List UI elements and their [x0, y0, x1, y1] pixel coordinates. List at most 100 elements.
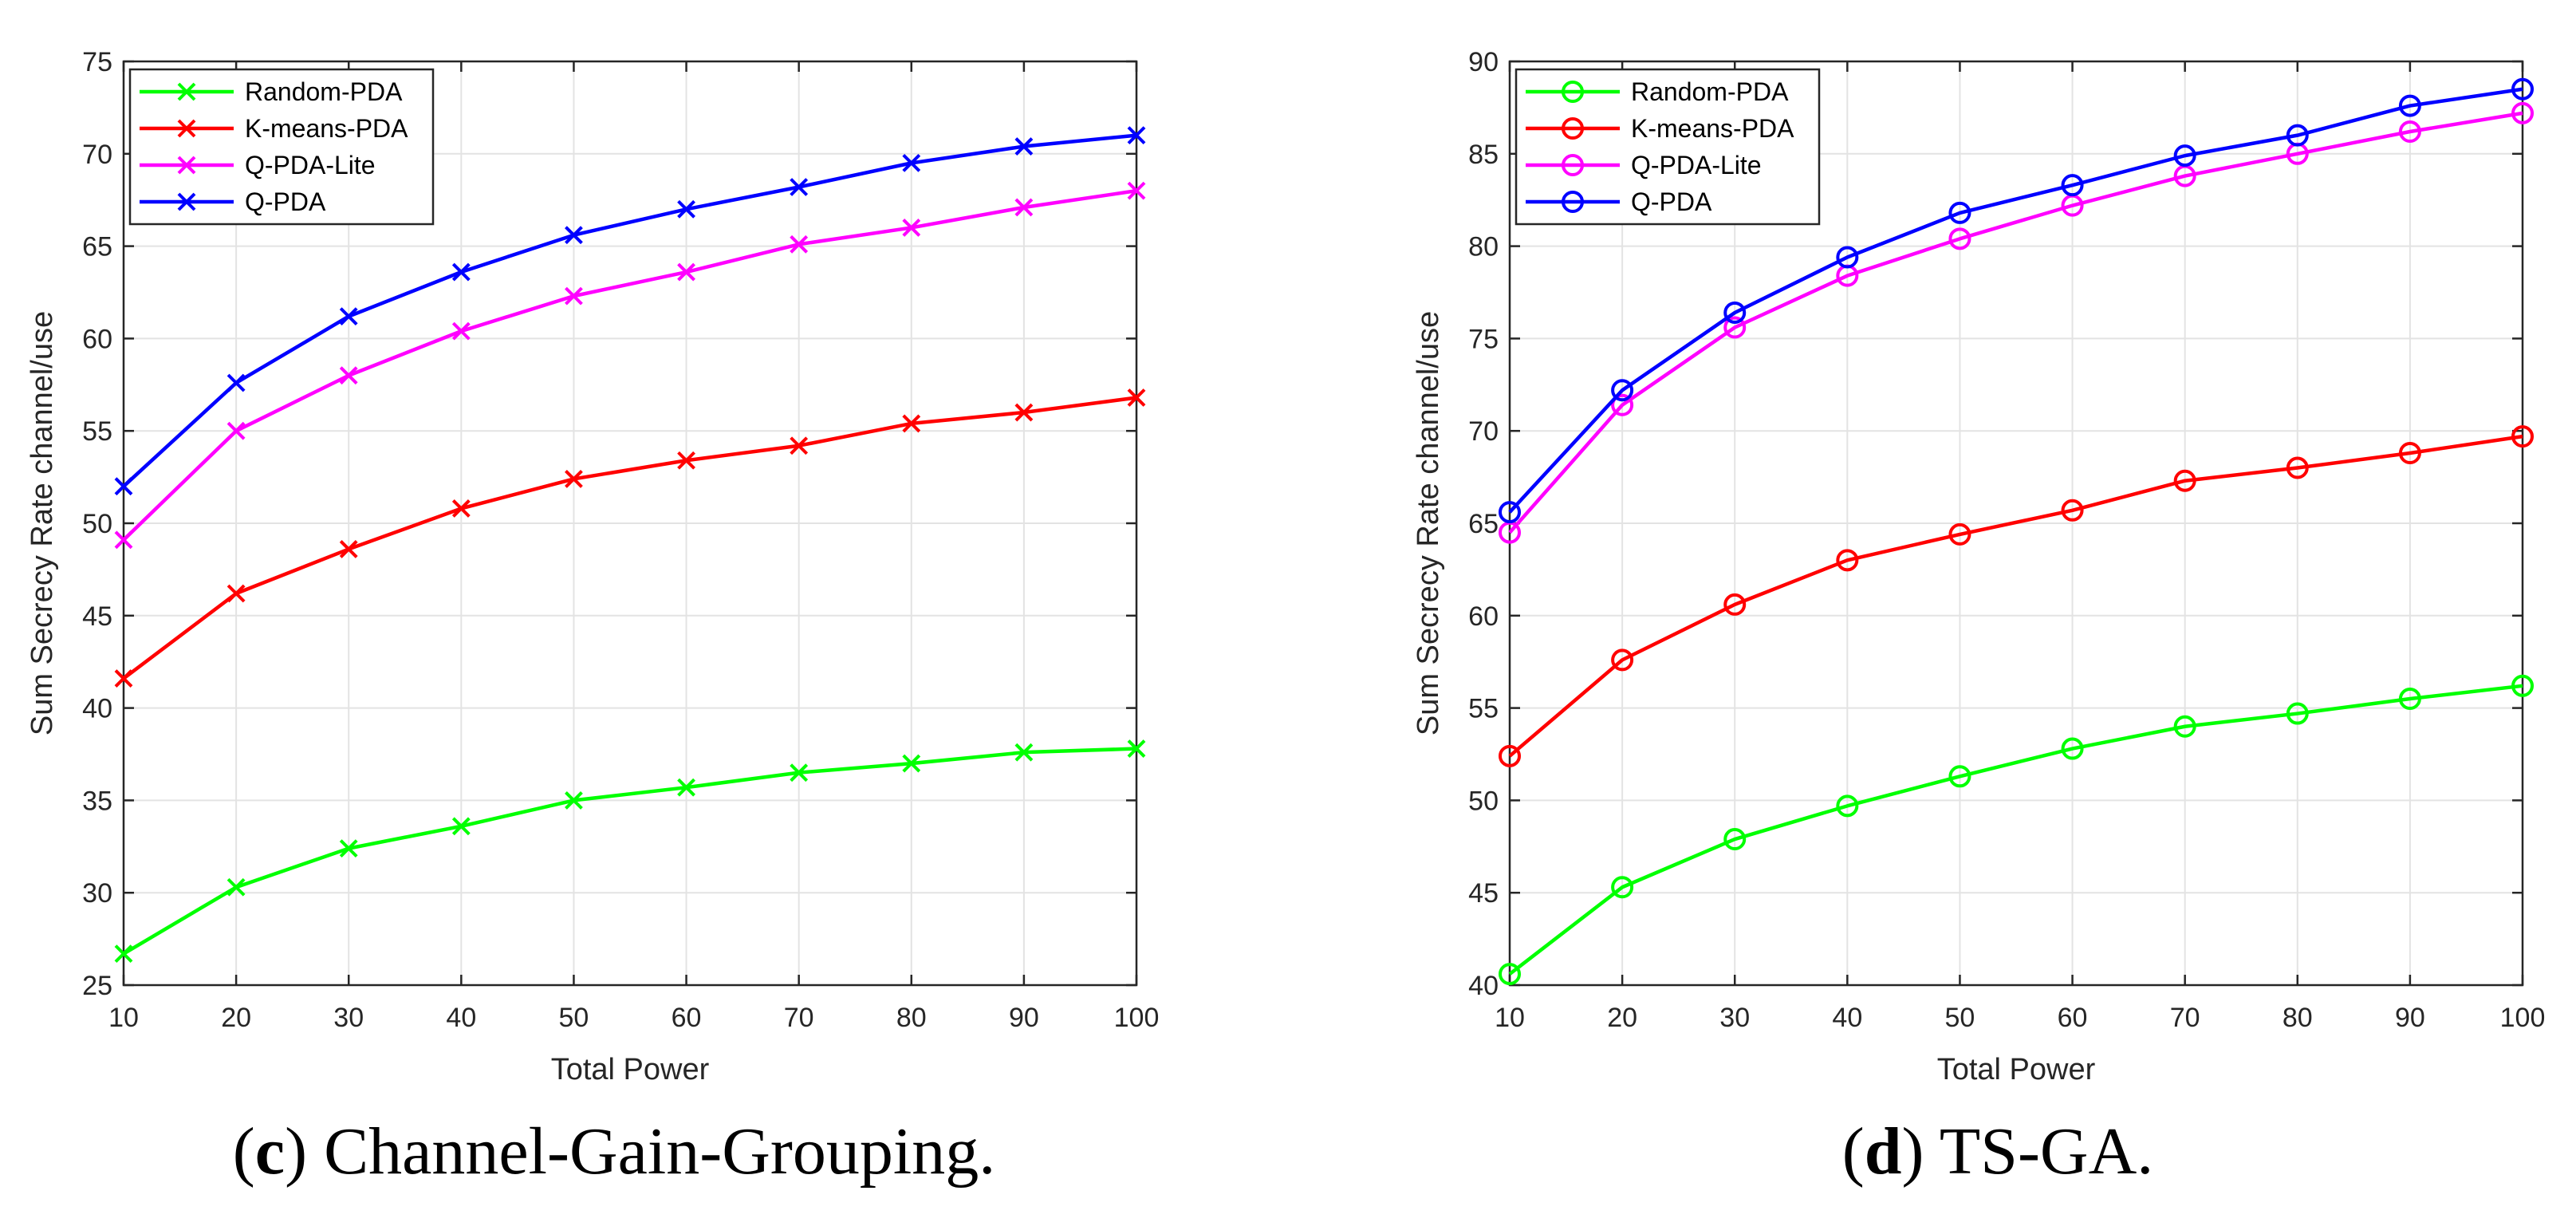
data-point [2061, 174, 2084, 197]
data-point [339, 307, 358, 326]
series-line [1508, 87, 2523, 514]
y-tick-label: 60 [82, 324, 112, 354]
x-tick-label: 100 [2500, 1003, 2546, 1033]
caption-d-text: TS-GA. [1939, 1114, 2154, 1189]
x-tick-label: 40 [1832, 1003, 1862, 1033]
chart-d: 10 20 30 40 50 60 70 80 90 100 40 45 50 55 60 65 70 75 80 8… [1412, 47, 2545, 1086]
data-point [1611, 393, 1634, 416]
data-point [2061, 499, 2084, 522]
x-tick-label: 20 [1607, 1003, 1637, 1033]
data-point [1948, 522, 1971, 546]
data-point [339, 839, 358, 858]
legend-label: K-means-PDA [245, 114, 408, 143]
legend-box [128, 68, 435, 226]
data-point [2173, 469, 2196, 492]
series-k-means-pda [114, 388, 1146, 688]
data-point [2061, 737, 2084, 760]
data-point [1611, 379, 1634, 402]
data-point [339, 366, 358, 385]
x-tick-label: 40 [446, 1003, 476, 1033]
y-tick-label: 50 [82, 509, 112, 539]
legend-swatch-marker [1562, 154, 1584, 176]
data-point [1499, 744, 1521, 767]
y-tick-label: 50 [1468, 786, 1499, 816]
data-point [2286, 124, 2309, 147]
data-point [1948, 201, 1971, 224]
series-line [122, 133, 1137, 488]
data-point [1499, 963, 1521, 986]
series-q-pda-lite [114, 181, 1146, 550]
data-point [902, 219, 921, 237]
series-line [122, 747, 1137, 956]
x-tick-label: 10 [108, 1003, 139, 1033]
data-point [565, 790, 583, 810]
y-tick-label: 55 [1468, 694, 1499, 724]
data-point [2398, 441, 2421, 464]
y-tick-label: 75 [82, 47, 112, 77]
y-tick-label: 70 [82, 140, 112, 170]
data-point [1499, 501, 1521, 524]
legend-label: K-means-PDA [1631, 114, 1794, 143]
y-tick-label: 40 [82, 694, 112, 724]
x-tick-label: 70 [2170, 1003, 2200, 1033]
chart-c: 10 20 30 40 50 60 70 80 90 100 25 30 35 40 45 50 55 60 65 7… [26, 47, 1159, 1086]
data-point [114, 477, 133, 496]
x-tick-label: 90 [2395, 1003, 2425, 1033]
legend-swatch-marker [177, 156, 196, 175]
series-line [122, 396, 1137, 680]
data-point [1611, 876, 1634, 899]
legend-label: Q-PDA-Lite [1631, 151, 1762, 179]
data-point [902, 754, 921, 773]
data-point [2173, 144, 2196, 168]
data-point [677, 451, 695, 470]
data-point [2511, 101, 2534, 124]
series-q-pda [114, 126, 1146, 496]
legend-label: Q-PDA [1631, 187, 1712, 216]
x-tick-label: 80 [896, 1003, 927, 1033]
data-point [1948, 765, 1971, 788]
y-tick-label: 75 [1468, 324, 1499, 354]
series-line [1508, 111, 2523, 534]
data-point [114, 530, 133, 550]
x-tick-label: 90 [1009, 1003, 1039, 1033]
x-tick-label: 30 [333, 1003, 364, 1033]
data-point [2398, 120, 2421, 144]
y-tick-label: 90 [1468, 47, 1499, 77]
data-point [790, 436, 809, 455]
caption-c-letter: c [254, 1114, 286, 1189]
series-random-pda [1499, 674, 2534, 986]
legend-swatch-marker [177, 192, 196, 211]
series-k-means-pda [1499, 425, 2534, 767]
legend-label: Random-PDA [1631, 77, 1789, 106]
y-tick-label: 55 [82, 416, 112, 447]
y-tick-label: 65 [82, 232, 112, 262]
data-point [790, 178, 809, 196]
legend-label: Q-PDA [245, 187, 326, 216]
data-point [1014, 743, 1034, 762]
x-tick-label: 10 [1495, 1003, 1525, 1033]
legend-swatch-marker [1562, 117, 1584, 140]
series-q-pda [1499, 77, 2534, 524]
data-point [902, 414, 921, 433]
data-point [451, 262, 471, 282]
x-tick-label: 70 [784, 1003, 814, 1033]
data-point [1723, 828, 1747, 851]
data-point [1723, 316, 1747, 339]
data-point [2286, 456, 2309, 479]
data-point [1948, 227, 1971, 250]
y-tick-label: 80 [1468, 232, 1499, 262]
data-point [226, 584, 246, 603]
data-point [902, 153, 921, 172]
data-point [226, 877, 246, 897]
data-point [2511, 77, 2534, 101]
y-tick-label: 60 [1468, 601, 1499, 632]
data-point [1611, 649, 1634, 672]
x-tick-label: 60 [2058, 1003, 2088, 1033]
data-point [2173, 715, 2196, 738]
legend: Random-PDA K-means-PDA Q-PDA-Lite Q-PDA [1514, 68, 1821, 226]
legend-swatch-marker [177, 82, 196, 101]
data-point [2286, 702, 2309, 725]
y-tick-label: 45 [82, 601, 112, 632]
data-point [226, 421, 246, 440]
